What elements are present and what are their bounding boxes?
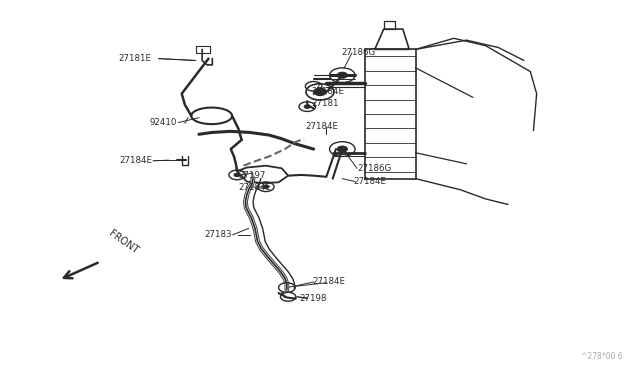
Text: 27184E: 27184E bbox=[120, 156, 152, 166]
Circle shape bbox=[262, 185, 269, 189]
Bar bbox=[196, 46, 210, 53]
Text: 92410: 92410 bbox=[150, 118, 177, 127]
Text: 27181: 27181 bbox=[312, 99, 339, 108]
Text: 27197: 27197 bbox=[239, 171, 266, 180]
Text: ^278*00 6: ^278*00 6 bbox=[581, 352, 623, 361]
Text: 27198: 27198 bbox=[300, 294, 327, 303]
Text: 27184E: 27184E bbox=[239, 183, 271, 192]
Circle shape bbox=[337, 146, 348, 152]
Circle shape bbox=[234, 173, 241, 177]
Circle shape bbox=[304, 105, 310, 109]
Text: 27186G: 27186G bbox=[357, 164, 391, 173]
Text: 27186G: 27186G bbox=[341, 48, 375, 57]
Text: 27181E: 27181E bbox=[118, 54, 151, 63]
Text: 27184E: 27184E bbox=[305, 122, 339, 131]
Text: 27184E: 27184E bbox=[312, 87, 345, 96]
Text: 27184E: 27184E bbox=[312, 278, 346, 286]
Text: 27183: 27183 bbox=[205, 230, 232, 239]
Text: 27184E: 27184E bbox=[354, 177, 387, 186]
Circle shape bbox=[337, 72, 348, 78]
Circle shape bbox=[314, 88, 326, 96]
Text: FRONT: FRONT bbox=[106, 229, 140, 256]
Bar bbox=[384, 21, 395, 29]
